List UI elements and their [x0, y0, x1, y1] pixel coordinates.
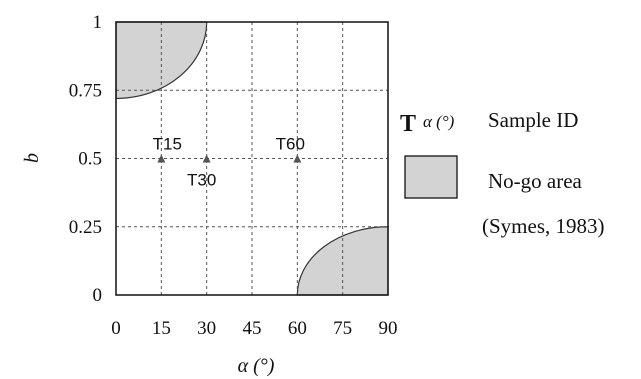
legend: T α (°) Sample ID No-go area (Symes, 198… [400, 108, 605, 238]
x-tick-label: 45 [243, 318, 262, 339]
x-tick-label: 15 [152, 318, 171, 339]
y-axis-title: b [21, 153, 43, 163]
plot-frame [115, 21, 389, 296]
sample-marker [293, 154, 302, 163]
legend-sample-label: Sample ID [488, 108, 578, 132]
sample-points: T15 T30 T60 [153, 135, 305, 190]
y-tick-labels: 0 0.25 0.5 0.75 1 [69, 12, 102, 306]
sample-label: T30 [187, 171, 216, 190]
y-tick-label: 0.5 [78, 149, 102, 170]
legend-sample-symbol: α (°) [423, 112, 455, 131]
x-tick-label: 60 [288, 318, 307, 339]
legend-sample-marker: T [400, 111, 416, 137]
x-tick-label: 90 [379, 318, 398, 339]
sample-marker [202, 154, 211, 163]
legend-no-go-label: No-go area [488, 169, 583, 193]
x-tick-label: 30 [197, 318, 216, 339]
x-tick-label: 0 [111, 318, 121, 339]
x-tick-label: 75 [333, 318, 352, 339]
y-tick-label: 0 [93, 285, 103, 306]
sample-label: T15 [153, 135, 182, 154]
legend-no-go-swatch [404, 155, 458, 199]
x-tick-labels: 0 15 30 45 60 75 90 [111, 318, 397, 339]
no-go-region-bottom-right [296, 226, 389, 296]
x-axis-title: α (°) [238, 355, 275, 377]
plot-border [115, 21, 389, 296]
y-tick-label: 0.25 [69, 217, 102, 238]
sample-marker [157, 154, 166, 163]
y-tick-label: 1 [93, 12, 103, 33]
legend-no-go-source: (Symes, 1983) [482, 214, 605, 238]
y-tick-label: 0.75 [69, 80, 102, 101]
no-go-regions [115, 21, 389, 296]
sample-label: T60 [276, 135, 305, 154]
